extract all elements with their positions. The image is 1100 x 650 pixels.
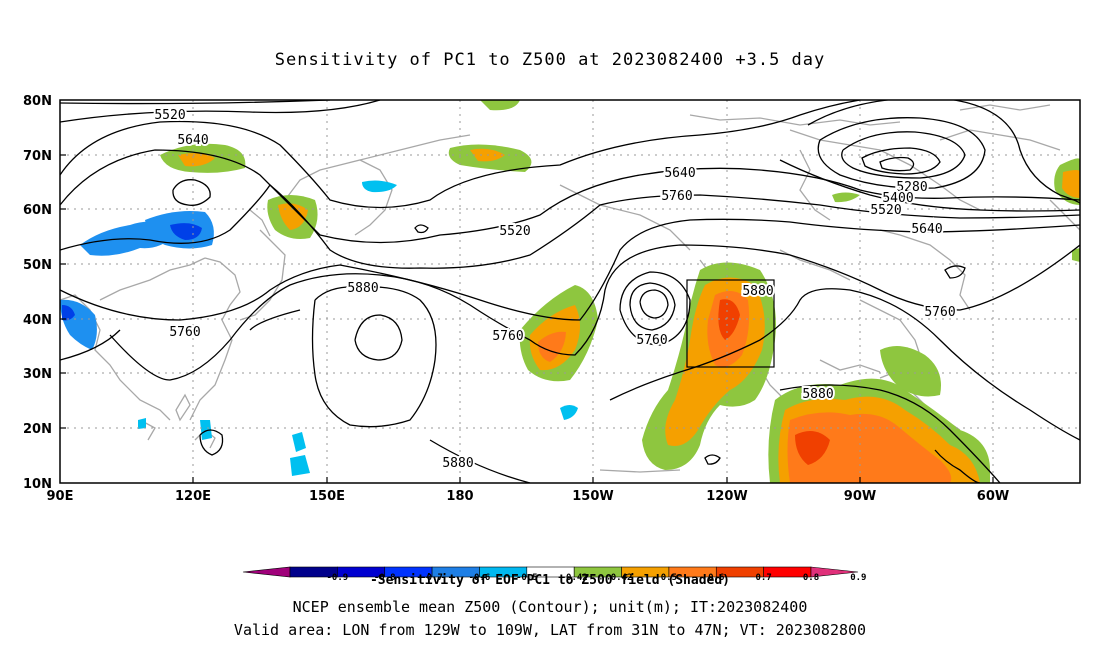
contour-label: 5880 xyxy=(802,387,833,402)
map-area: 5520 5640 5640 5760 5520 5880 5760 5760 … xyxy=(60,100,1080,483)
colorbar-tick-label: 0.7 xyxy=(756,573,772,583)
contour-label: 5760 xyxy=(661,189,692,204)
colorbar xyxy=(242,566,859,578)
contour-label: 5640 xyxy=(177,133,208,148)
negative-sensitivity-shading xyxy=(60,180,578,476)
colorbar-tick-labels: -0.9 -0.8 -0.7 -0.6 -0.5 -0.42 0.42 0.5 0.6 0.7 0.… xyxy=(327,573,867,583)
caption-valid-area: Valid area: LON from 129W to 109W, LAT f… xyxy=(233,621,867,639)
lat-label: 60N xyxy=(23,203,52,218)
z500-contours xyxy=(60,100,1080,483)
contour-label: 5880 xyxy=(742,284,773,299)
colorbar-tick-label: 0.9 xyxy=(850,573,866,583)
caption-contour: NCEP ensemble mean Z500 (Contour); unit(… xyxy=(292,598,808,616)
valid-area-box xyxy=(686,279,775,368)
map-frame xyxy=(59,99,1081,484)
chart-title: Sensitivity of PC1 to Z500 at 2023082400… xyxy=(274,50,826,70)
lon-label: 120E xyxy=(175,489,211,504)
contour-label: 5880 xyxy=(442,456,473,471)
contour-label: 5280 xyxy=(896,180,927,195)
lon-label: 150E xyxy=(309,489,345,504)
contour-label: 5760 xyxy=(924,305,955,320)
caption-shading: -Sensitivity of EOF PC1 to Z500 field (S… xyxy=(369,573,731,588)
lat-label: 50N xyxy=(23,258,52,273)
contour-label: 5760 xyxy=(169,325,200,340)
contour-label: 5520 xyxy=(499,224,530,239)
contour-label: 5400 xyxy=(882,191,913,206)
contour-label: 5520 xyxy=(870,203,901,218)
colorbar-tick-label: 0.42 xyxy=(611,573,633,583)
colorbar-tick-label: 0.8 xyxy=(803,573,819,583)
contour-label: 5640 xyxy=(911,222,942,237)
colorbar-tick-label: -0.9 xyxy=(327,573,349,583)
contour-label: 5760 xyxy=(492,329,523,344)
lat-label: 20N xyxy=(23,422,52,437)
positive-sensitivity-shading xyxy=(160,100,1080,483)
lon-label: 90E xyxy=(47,489,74,504)
colorbar-tick-label: -0.7 xyxy=(421,573,443,583)
contour-label: 5640 xyxy=(664,166,695,181)
lat-label: 40N xyxy=(23,313,52,328)
contour-label: 5520 xyxy=(154,108,185,123)
contour-labels: 5520 5640 5640 5760 5520 5880 5760 5760 … xyxy=(152,106,957,473)
colorbar-segment xyxy=(810,566,859,578)
colorbar-tick-label: -0.8 xyxy=(374,573,396,583)
lon-label: 60W xyxy=(977,489,1009,504)
lon-label: 120W xyxy=(706,489,747,504)
lat-label: 10N xyxy=(23,477,52,492)
colorbar-tick-label: 0.6 xyxy=(708,573,724,583)
colorbar-tick-label: -0.6 xyxy=(469,573,491,583)
colorbar-tick-label: -0.42 xyxy=(561,573,588,583)
lon-label: 150W xyxy=(572,489,613,504)
lat-label: 80N xyxy=(23,94,52,109)
colorbar-tick-label: 0.5 xyxy=(661,573,677,583)
lon-label: 180 xyxy=(446,489,473,504)
gridlines xyxy=(60,100,1080,483)
contour-label: 5880 xyxy=(347,281,378,296)
longitude-labels: 90E 120E 150E 180 150W 120W 90W 60W xyxy=(47,489,1010,504)
contour-label: 5760 xyxy=(636,333,667,348)
latitude-labels: 80N 70N 60N 50N 40N 30N 20N 10N xyxy=(23,94,52,492)
lon-label: 90W xyxy=(844,489,876,504)
lat-label: 30N xyxy=(23,367,52,382)
colorbar-tick-label: -0.5 xyxy=(516,573,538,583)
axis-ticks xyxy=(60,154,994,483)
lat-label: 70N xyxy=(23,149,52,164)
